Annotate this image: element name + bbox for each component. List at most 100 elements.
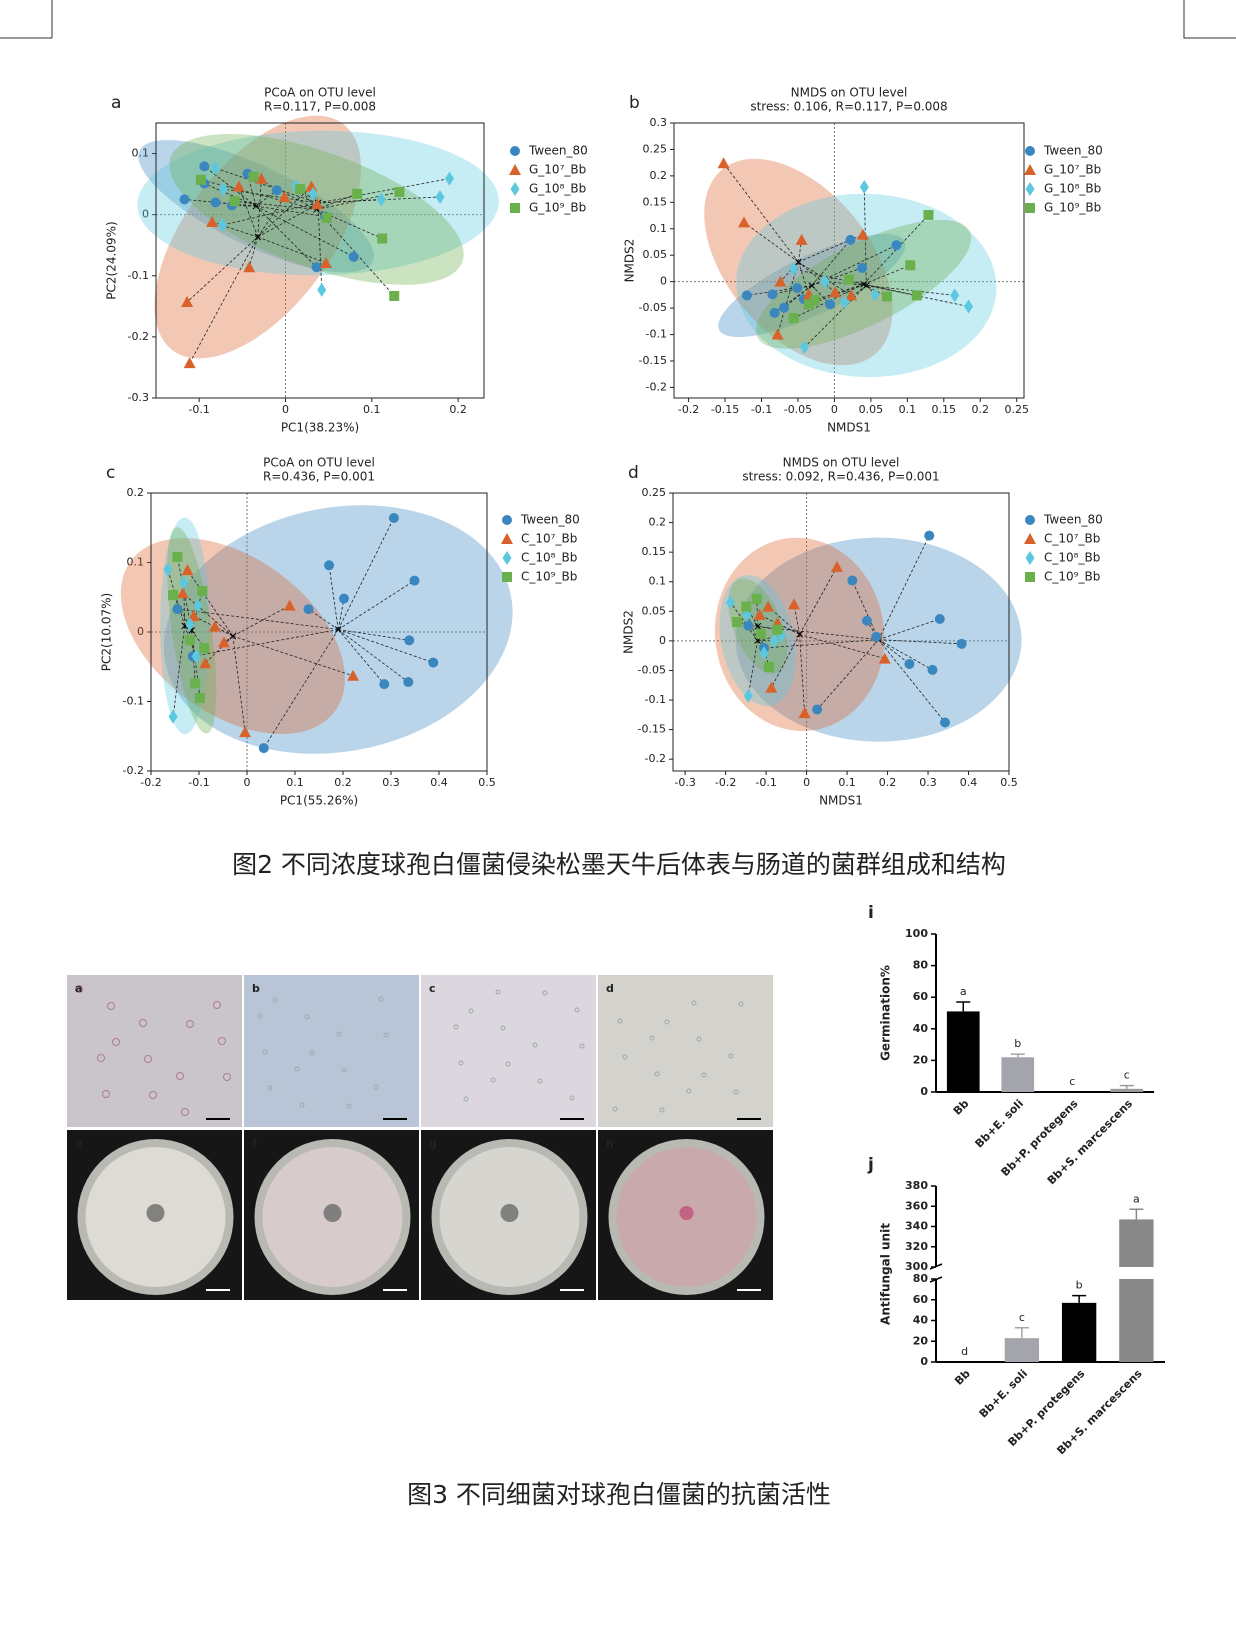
- point: [762, 600, 775, 612]
- y-tick-label: -0.1: [128, 269, 149, 282]
- legend-marker: [1025, 203, 1035, 213]
- spider-line: [816, 639, 879, 710]
- point: [190, 678, 201, 689]
- point: [763, 661, 774, 672]
- panel-label: i: [868, 903, 874, 923]
- point: [774, 275, 787, 287]
- y-tick-label: -0.2: [646, 380, 667, 393]
- error-bar: [1119, 1084, 1134, 1089]
- figure3-caption: 图3 不同细菌对球孢白僵菌的抗菌活性: [407, 1480, 831, 1509]
- y-tick-label: 0.05: [642, 604, 667, 617]
- spider-line: [866, 620, 879, 640]
- spider-line: [263, 629, 339, 749]
- point: [923, 210, 934, 221]
- spider-line: [745, 606, 759, 627]
- point: [239, 726, 252, 738]
- spore: [112, 1038, 120, 1046]
- significance-letter: c: [1069, 1075, 1075, 1088]
- spore: [532, 1042, 538, 1048]
- legend-marker: [502, 572, 512, 582]
- point: [956, 638, 967, 649]
- point: [404, 635, 415, 646]
- point: [271, 185, 282, 196]
- spider-line: [771, 634, 800, 688]
- x-tick-label: -0.1: [188, 403, 209, 416]
- point: [199, 161, 210, 172]
- y-axis-label: NMDS2: [622, 610, 636, 654]
- point: [168, 709, 178, 724]
- spider-line: [186, 236, 259, 303]
- point: [194, 693, 205, 704]
- spider-line: [767, 606, 800, 635]
- point: [881, 291, 892, 302]
- point: [183, 357, 196, 369]
- spore: [218, 1037, 226, 1045]
- spider-line: [222, 202, 319, 226]
- spider-line: [338, 629, 410, 641]
- point: [218, 182, 228, 196]
- point: [927, 664, 938, 675]
- x-tick-label: 0.1: [838, 776, 856, 789]
- point: [184, 635, 195, 646]
- y-tick-label: -0.2: [645, 752, 666, 765]
- y-tick-label: 0.2: [650, 169, 668, 182]
- spore: [738, 1001, 744, 1007]
- point: [845, 289, 858, 301]
- point: [788, 313, 799, 324]
- y-tick-label: 100: [905, 927, 928, 940]
- spore: [383, 1032, 389, 1038]
- point: [779, 302, 790, 313]
- point: [321, 212, 332, 223]
- spider-line: [878, 618, 940, 641]
- point: [394, 187, 405, 198]
- y-tick-label: -0.05: [639, 301, 667, 314]
- significance-letter: c: [1019, 1311, 1025, 1324]
- x-tick-label: 0.05: [859, 403, 884, 416]
- y-tick-label: -0.1: [645, 693, 666, 706]
- panel-label: c: [429, 982, 436, 995]
- x-tick-label: -0.15: [711, 403, 739, 416]
- centroid: [860, 280, 867, 288]
- spider-line: [308, 608, 339, 630]
- spider-line: [187, 569, 234, 637]
- point: [829, 286, 842, 298]
- crop-marks: [0, 0, 1236, 39]
- spider-line: [811, 267, 863, 286]
- error-bar: [1072, 1294, 1087, 1303]
- spider-line: [257, 236, 327, 264]
- spore: [257, 1013, 263, 1019]
- point: [738, 216, 750, 228]
- spider-line: [723, 162, 799, 263]
- spider-line: [204, 166, 257, 207]
- centroid: [229, 632, 237, 640]
- chart-title: NMDS on OTU level: [783, 456, 900, 470]
- centroid: [252, 202, 260, 210]
- spore: [336, 1031, 342, 1037]
- y-tick-label: 0: [920, 1085, 928, 1098]
- spore: [107, 1002, 115, 1010]
- point: [844, 274, 854, 285]
- point: [741, 601, 752, 612]
- spider-line: [232, 636, 246, 733]
- spider-line: [730, 602, 758, 641]
- point: [788, 598, 801, 610]
- point: [1025, 551, 1035, 565]
- y-tick-label: -0.2: [128, 330, 149, 343]
- point: [751, 593, 762, 604]
- spore: [213, 1001, 221, 1009]
- spider-line: [793, 268, 867, 286]
- spider-line: [798, 234, 864, 263]
- x-tick-label: 0.1: [286, 776, 304, 789]
- point: [191, 649, 201, 664]
- spider-line: [799, 634, 805, 714]
- point: [199, 642, 210, 653]
- point: [502, 515, 512, 525]
- spore: [579, 1043, 585, 1049]
- chart-title: NMDS on OTU level: [791, 86, 908, 100]
- point: [840, 295, 850, 310]
- y-tick-label: 0.2: [127, 486, 145, 499]
- inoculum: [679, 1206, 694, 1220]
- point: [347, 669, 360, 681]
- x-tick-label: 0.3: [919, 776, 937, 789]
- micrograph: [421, 975, 596, 1127]
